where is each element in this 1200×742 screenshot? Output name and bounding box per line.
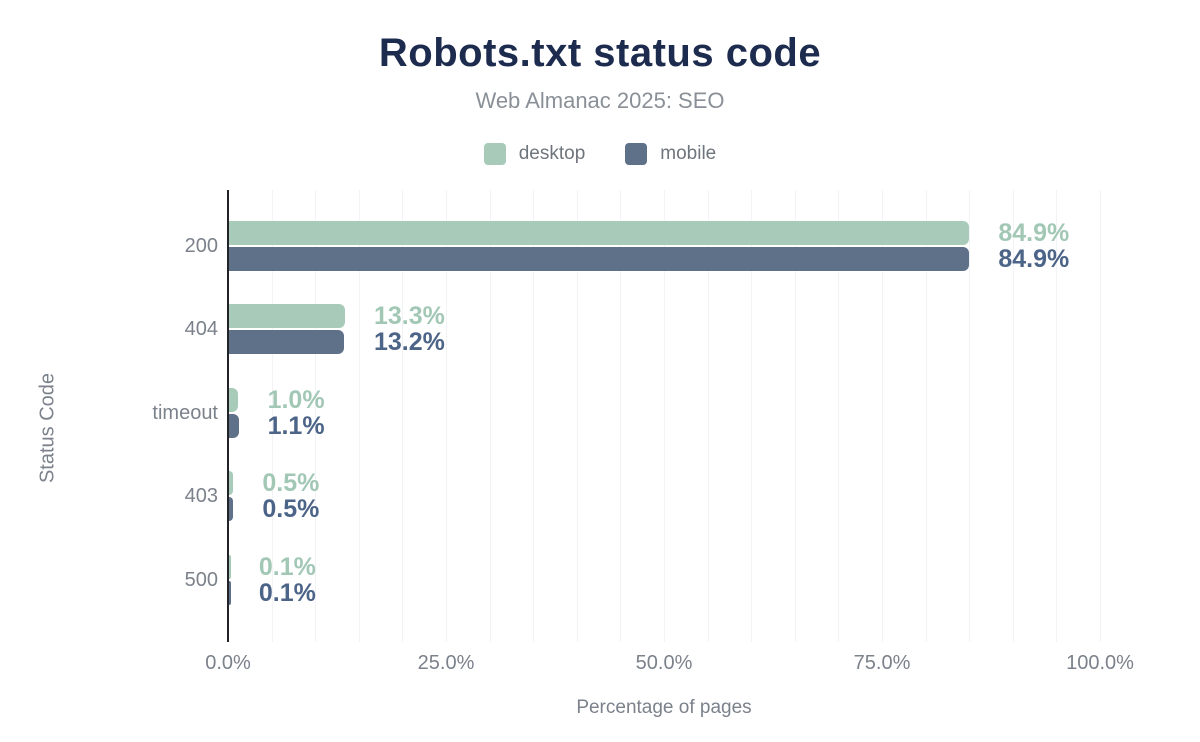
gridline bbox=[620, 190, 622, 642]
mobile-value-label: 1.1% bbox=[267, 411, 325, 440]
gridline bbox=[533, 190, 535, 642]
gridline bbox=[271, 190, 273, 642]
x-tick-label: 0.0% bbox=[205, 652, 251, 674]
desktop-bar[interactable] bbox=[229, 387, 238, 412]
y-category-label: 404 bbox=[184, 318, 218, 340]
desktop-bar[interactable] bbox=[229, 220, 970, 245]
mobile-value-label: 84.9% bbox=[998, 244, 1070, 273]
desktop-bar[interactable] bbox=[229, 304, 345, 328]
gridline bbox=[315, 190, 317, 642]
desktop-value-label: 0.1% bbox=[258, 552, 316, 581]
mobile-bar[interactable] bbox=[229, 497, 234, 521]
x-tick-label: 100.0% bbox=[1066, 652, 1134, 674]
legend-item-mobile[interactable]: mobile bbox=[625, 143, 716, 165]
chart-title: Robots.txt status code bbox=[378, 31, 822, 75]
mobile-swatch-icon bbox=[625, 143, 648, 165]
legend-label-desktop: desktop bbox=[518, 143, 586, 164]
mobile-bar[interactable] bbox=[229, 330, 345, 354]
mobile-bar[interactable] bbox=[229, 580, 231, 605]
desktop-value-label: 84.9% bbox=[998, 218, 1070, 247]
gridline bbox=[358, 190, 360, 642]
legend-label-mobile: mobile bbox=[660, 143, 717, 164]
gridline bbox=[707, 190, 709, 642]
mobile-value-label: 0.5% bbox=[262, 495, 320, 523]
gridline bbox=[882, 190, 883, 642]
desktop-bar[interactable] bbox=[229, 471, 234, 495]
gridline bbox=[402, 190, 404, 642]
mobile-value-label: 0.1% bbox=[258, 578, 316, 607]
gridline bbox=[1100, 190, 1101, 642]
y-category-label: 403 bbox=[184, 485, 218, 507]
gridline bbox=[925, 190, 927, 642]
x-tick-label: 25.0% bbox=[417, 652, 475, 674]
desktop-value-label: 0.5% bbox=[262, 469, 320, 497]
y-category-label: timeout bbox=[152, 401, 218, 424]
gridline bbox=[664, 190, 665, 642]
legend-item-desktop[interactable]: desktop bbox=[483, 143, 586, 165]
x-tick-label: 75.0% bbox=[853, 652, 911, 674]
desktop-bar[interactable] bbox=[229, 554, 231, 579]
mobile-bar[interactable] bbox=[229, 246, 970, 271]
gridline bbox=[969, 190, 971, 642]
gridline bbox=[751, 190, 753, 642]
mobile-value-label: 13.2% bbox=[373, 328, 445, 356]
gridline bbox=[446, 190, 447, 642]
desktop-value-label: 13.3% bbox=[373, 302, 445, 330]
chart-subtitle: Web Almanac 2025: SEO bbox=[475, 88, 725, 113]
desktop-value-label: 1.0% bbox=[267, 385, 325, 414]
gridline bbox=[794, 190, 796, 642]
legend: desktop mobile bbox=[0, 141, 1200, 167]
gridline bbox=[1056, 190, 1058, 642]
gridline bbox=[1012, 190, 1014, 642]
x-tick-label: 50.0% bbox=[635, 652, 693, 674]
gridline bbox=[576, 190, 578, 642]
desktop-swatch-icon bbox=[483, 143, 506, 165]
y-category-label: 500 bbox=[184, 568, 218, 591]
y-axis-title: Status Code bbox=[36, 372, 59, 484]
gridline bbox=[838, 190, 840, 642]
x-axis-title: Percentage of pages bbox=[576, 697, 752, 718]
gridline bbox=[489, 190, 491, 642]
y-category-label: 200 bbox=[184, 234, 218, 257]
y-axis-line bbox=[227, 190, 229, 642]
mobile-bar[interactable] bbox=[229, 413, 239, 438]
